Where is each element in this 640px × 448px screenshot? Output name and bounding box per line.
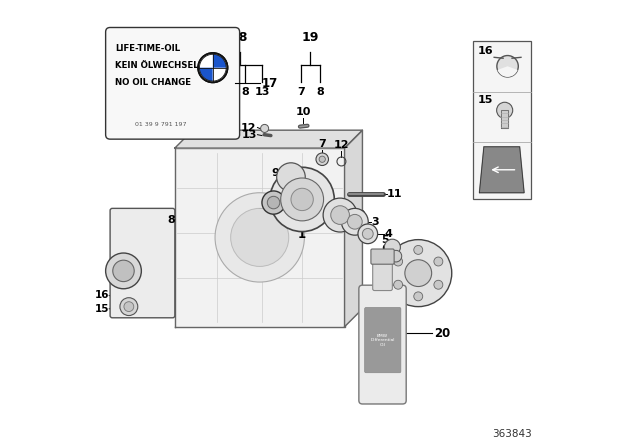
Circle shape — [268, 196, 280, 209]
Text: 6: 6 — [381, 244, 389, 254]
Circle shape — [323, 198, 357, 232]
Text: 8: 8 — [171, 87, 179, 97]
Circle shape — [414, 246, 423, 254]
Circle shape — [348, 215, 362, 229]
Text: 18: 18 — [231, 31, 248, 44]
FancyBboxPatch shape — [359, 285, 406, 404]
Wedge shape — [213, 68, 226, 81]
Text: 3: 3 — [372, 217, 380, 227]
Text: 15: 15 — [477, 95, 493, 105]
Text: NO OIL CHANGE: NO OIL CHANGE — [115, 78, 191, 86]
Text: 15: 15 — [95, 304, 109, 314]
FancyBboxPatch shape — [106, 27, 239, 139]
Circle shape — [341, 208, 368, 235]
FancyBboxPatch shape — [371, 249, 394, 264]
Text: 2: 2 — [357, 210, 365, 220]
Wedge shape — [200, 54, 213, 68]
Text: 363843: 363843 — [492, 429, 532, 439]
Circle shape — [497, 56, 518, 77]
Circle shape — [260, 125, 269, 133]
Circle shape — [230, 208, 289, 267]
Polygon shape — [501, 110, 508, 128]
FancyBboxPatch shape — [473, 41, 531, 199]
Circle shape — [497, 102, 513, 118]
Text: KEIN ÖLWECHSEL: KEIN ÖLWECHSEL — [115, 61, 199, 70]
Polygon shape — [175, 148, 344, 327]
Circle shape — [120, 297, 138, 315]
Circle shape — [113, 260, 134, 282]
Circle shape — [394, 257, 403, 266]
Circle shape — [270, 167, 334, 232]
Polygon shape — [175, 130, 362, 148]
Text: BMW
Differential
Oil: BMW Differential Oil — [371, 333, 395, 347]
Text: 11: 11 — [387, 189, 403, 198]
Circle shape — [319, 156, 325, 162]
Text: 20: 20 — [434, 327, 450, 340]
Text: 16: 16 — [95, 290, 109, 301]
Text: 16: 16 — [477, 46, 493, 56]
Circle shape — [358, 224, 378, 244]
Circle shape — [331, 206, 349, 224]
Text: 17: 17 — [262, 77, 278, 90]
Circle shape — [434, 257, 443, 266]
Circle shape — [390, 250, 402, 262]
Text: 7: 7 — [225, 87, 232, 97]
FancyBboxPatch shape — [372, 261, 392, 291]
Text: 13: 13 — [241, 129, 257, 140]
Text: 7: 7 — [318, 139, 326, 149]
Wedge shape — [200, 68, 213, 81]
Circle shape — [198, 53, 228, 82]
Text: 7: 7 — [134, 87, 141, 97]
Circle shape — [106, 253, 141, 289]
Text: LIFE-TIME-OIL: LIFE-TIME-OIL — [115, 44, 180, 53]
Circle shape — [384, 239, 401, 255]
Text: 01 39 9 791 197: 01 39 9 791 197 — [135, 122, 187, 127]
Text: 14: 14 — [154, 31, 172, 44]
Circle shape — [316, 153, 328, 165]
Polygon shape — [344, 130, 362, 327]
Circle shape — [262, 191, 285, 214]
Circle shape — [405, 260, 431, 287]
Circle shape — [276, 163, 305, 191]
Polygon shape — [479, 147, 524, 193]
FancyBboxPatch shape — [365, 307, 401, 373]
Text: 13: 13 — [254, 87, 269, 97]
Circle shape — [362, 228, 373, 239]
Circle shape — [414, 292, 423, 301]
Text: 8: 8 — [167, 215, 175, 224]
Text: 2: 2 — [208, 87, 216, 97]
Text: 9: 9 — [271, 168, 279, 178]
Circle shape — [281, 178, 324, 221]
Text: 4: 4 — [385, 229, 392, 239]
Text: 12: 12 — [241, 123, 257, 133]
Text: 5: 5 — [381, 235, 389, 245]
Circle shape — [385, 240, 452, 306]
Text: 1: 1 — [298, 228, 306, 241]
Text: 7: 7 — [298, 87, 305, 97]
Text: 10: 10 — [296, 107, 311, 117]
Text: 19: 19 — [301, 31, 319, 44]
Text: 8: 8 — [257, 208, 264, 218]
Circle shape — [394, 280, 403, 289]
Circle shape — [291, 188, 314, 211]
Wedge shape — [497, 66, 518, 77]
Text: 12: 12 — [333, 140, 349, 151]
Wedge shape — [213, 54, 226, 68]
Circle shape — [124, 302, 134, 311]
Text: 8: 8 — [241, 87, 249, 97]
Circle shape — [215, 193, 305, 282]
Circle shape — [434, 280, 443, 289]
FancyBboxPatch shape — [110, 208, 175, 318]
Text: 8: 8 — [316, 87, 324, 97]
